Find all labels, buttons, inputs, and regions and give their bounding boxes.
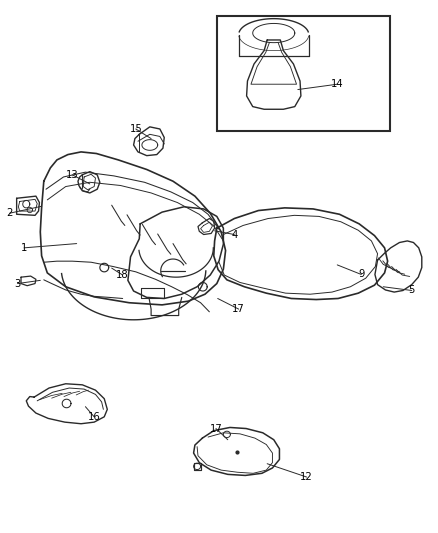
Text: 5: 5 — [409, 286, 415, 295]
Text: 17: 17 — [232, 304, 245, 314]
Text: 14: 14 — [331, 79, 343, 89]
Text: 9: 9 — [358, 270, 364, 279]
Bar — [217, 16, 390, 131]
Text: 4: 4 — [231, 230, 237, 239]
Text: 3: 3 — [14, 279, 21, 288]
Text: 2: 2 — [7, 208, 13, 218]
Text: 16: 16 — [88, 412, 101, 422]
Text: 13: 13 — [66, 170, 78, 180]
Text: 18: 18 — [117, 270, 129, 280]
Text: 15: 15 — [129, 124, 142, 134]
Text: 1: 1 — [21, 243, 27, 253]
Text: 12: 12 — [300, 472, 313, 482]
Text: 17: 17 — [209, 424, 223, 433]
